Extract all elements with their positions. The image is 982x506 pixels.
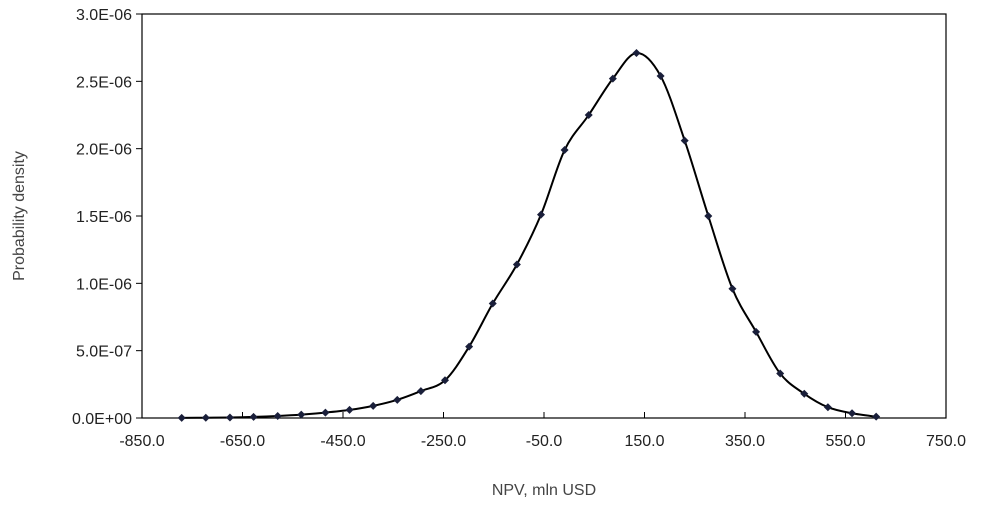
x-tick-label: 750.0 — [926, 433, 966, 450]
x-axis-ticks: -850.0 -650.0 -450.0 -250.0 -50.0 150.0 350.0 5… — [119, 412, 966, 450]
y-axis-title: Probability density — [11, 151, 28, 281]
data-point-marker — [441, 376, 450, 385]
x-tick-label: 150.0 — [624, 433, 664, 450]
data-point-marker — [848, 409, 857, 418]
data-point-marker — [297, 410, 306, 419]
x-tick-label: -50.0 — [526, 433, 563, 450]
data-point-marker — [488, 299, 497, 308]
data-point-marker — [728, 284, 737, 293]
data-point-marker — [800, 389, 809, 398]
data-point-marker — [416, 387, 425, 396]
y-tick-label: 1.0E-06 — [76, 276, 132, 293]
data-point-marker — [512, 260, 521, 269]
data-point-marker — [536, 210, 545, 219]
data-point-marker — [177, 413, 186, 422]
data-point-marker — [776, 369, 785, 378]
x-tick-label: 550.0 — [825, 433, 865, 450]
x-tick-label: -850.0 — [119, 433, 164, 450]
data-point-marker — [321, 408, 330, 417]
x-tick-label: 350.0 — [725, 433, 765, 450]
data-point-marker — [369, 401, 378, 410]
data-point-marker — [632, 49, 641, 58]
data-point-marker — [345, 405, 354, 414]
x-tick-label: -250.0 — [421, 433, 466, 450]
y-tick-label: 0.0E+00 — [72, 411, 132, 428]
data-point-marker — [560, 146, 569, 155]
y-axis-ticks: 0.0E+00 5.0E-07 1.0E-06 1.5E-06 2.0E-06 2.5E-… — [72, 7, 142, 428]
data-point-marker — [584, 111, 593, 119]
data-point-marker — [872, 412, 881, 421]
x-tick-label: -650.0 — [220, 433, 265, 450]
y-tick-label: 2.0E-06 — [76, 142, 132, 159]
plot-area — [141, 13, 947, 419]
y-tick-label: 3.0E-06 — [76, 7, 132, 24]
data-point-marker — [249, 412, 258, 421]
y-tick-label: 1.5E-06 — [76, 209, 132, 226]
data-point-marker — [225, 413, 234, 422]
y-tick-label: 5.0E-07 — [76, 344, 132, 361]
y-tick-label: 2.5E-06 — [76, 74, 132, 91]
data-point-marker — [704, 212, 713, 220]
data-point-marker — [656, 71, 665, 80]
data-markers — [177, 49, 881, 422]
data-point-marker — [465, 342, 474, 351]
data-point-marker — [273, 411, 282, 420]
data-point-marker — [608, 74, 617, 83]
x-axis-title: NPV, mln USD — [492, 482, 596, 499]
data-point-marker — [680, 136, 689, 145]
x-tick-label: -450.0 — [320, 433, 365, 450]
data-point-marker — [201, 413, 210, 422]
data-point-marker — [752, 327, 761, 336]
data-point-marker — [393, 395, 402, 404]
data-point-marker — [823, 403, 832, 412]
